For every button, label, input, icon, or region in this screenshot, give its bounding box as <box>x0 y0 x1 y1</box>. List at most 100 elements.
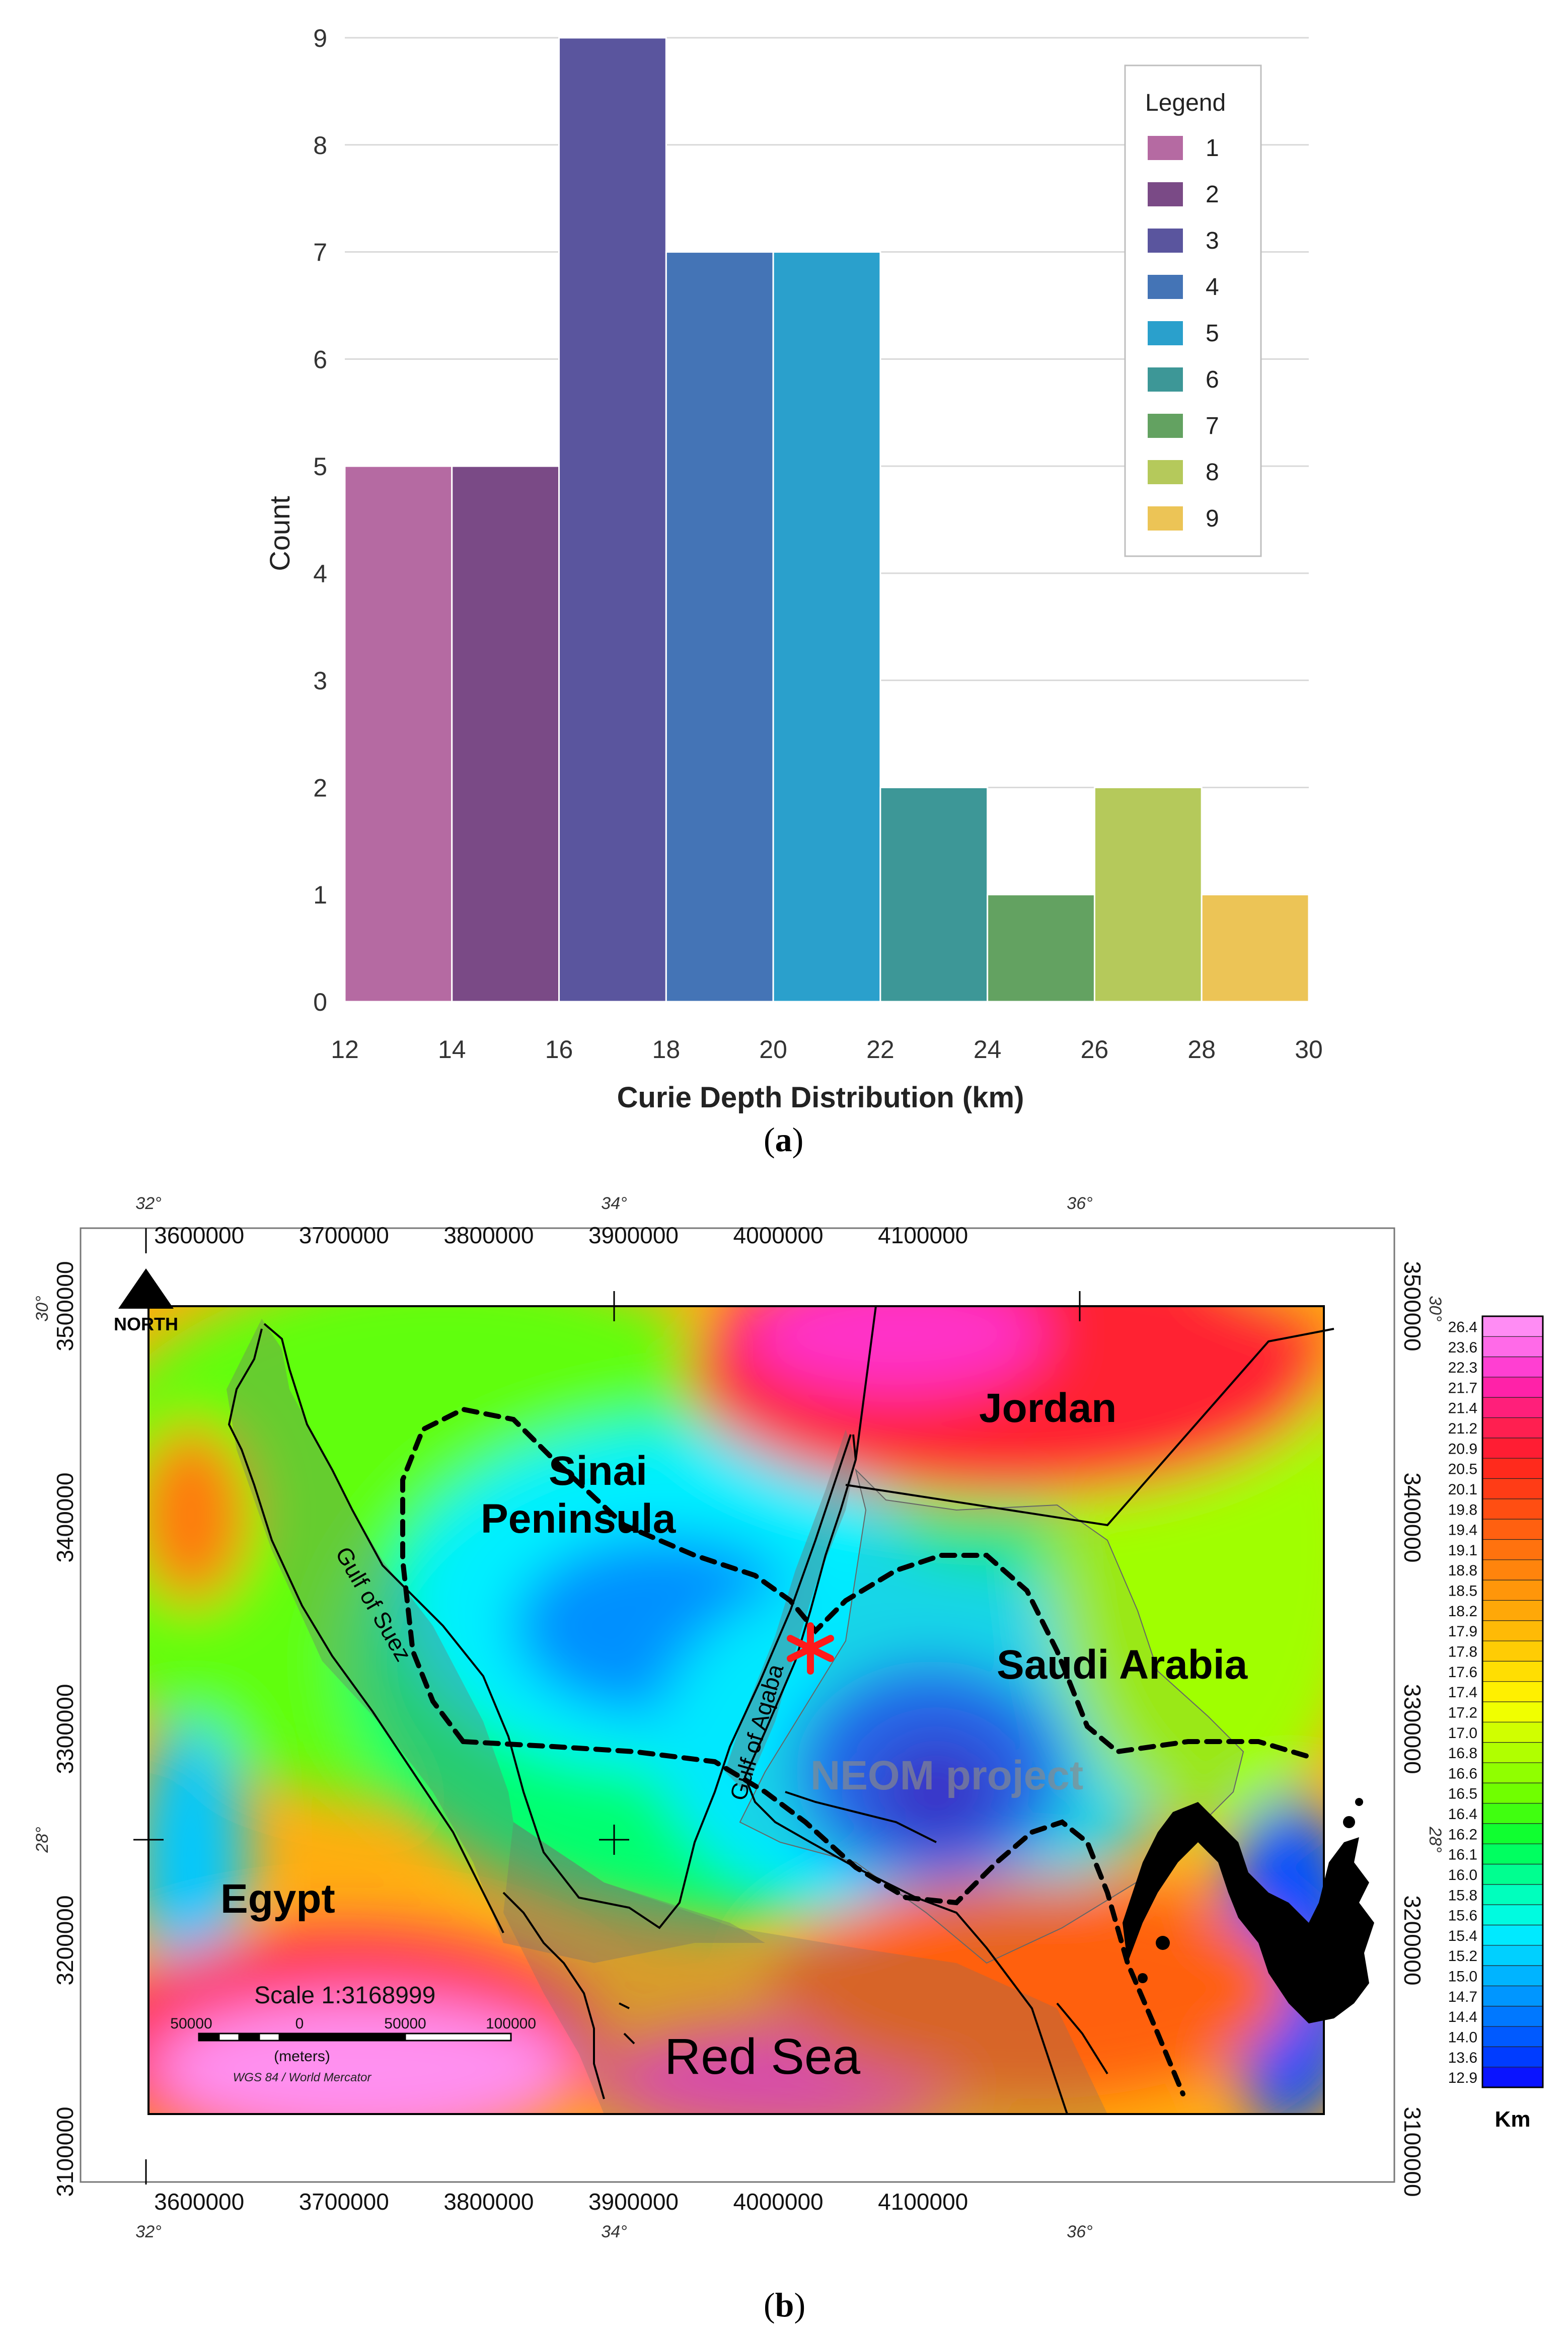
colorbar-swatch <box>1482 1417 1543 1439</box>
border-egypt-israel <box>855 1306 877 1460</box>
colorbar-label: 14.7 <box>1448 1989 1477 2005</box>
histogram-bars <box>344 37 1310 1003</box>
colorbar-swatch <box>1482 1438 1543 1459</box>
colorbar-label: 17.2 <box>1448 1704 1477 1721</box>
colorbar-swatch <box>1482 1783 1543 1804</box>
colorbar-swatch <box>1482 1864 1543 1885</box>
scale-projection: WGS 84 / World Mercator <box>233 2071 372 2084</box>
legend-swatch <box>1148 321 1183 345</box>
colorbar-label: 16.8 <box>1448 1745 1477 1762</box>
colorbar-label: 16.5 <box>1448 1786 1477 1802</box>
colorbar-label: 15.2 <box>1448 1948 1477 1965</box>
y-coordinate-label: 3100000 <box>1399 2106 1426 2197</box>
colorbar-swatch <box>1482 1925 1543 1946</box>
x-axis-label: Curie Depth Distribution (km) <box>617 1081 1024 1114</box>
legend-swatch <box>1148 460 1183 484</box>
y-tick-labels: 0 1 2 3 4 5 6 7 8 9 <box>313 24 327 1016</box>
dashed-trend-lines <box>400 1406 1311 2096</box>
colorbar-swatches <box>1482 1316 1543 2088</box>
x-coordinate-label: 4100000 <box>878 2189 968 2215</box>
map-grid-frame <box>80 1227 1395 2183</box>
y-coordinate-label: 3300000 <box>52 1684 78 1774</box>
legend-label: 7 <box>1206 413 1219 439</box>
longitude-label: 34° <box>601 1194 627 1213</box>
colorbar-label: 19.8 <box>1448 1501 1477 1518</box>
y-tick-label: 3 <box>313 667 327 695</box>
colorbar-label: 18.5 <box>1448 1583 1477 1600</box>
scale-tick-labels: 50000 0 50000 100000 <box>170 2015 536 2032</box>
colorbar-swatch <box>1482 1458 1543 1479</box>
graticule-crosses <box>133 1228 1095 2185</box>
colorbar-swatch <box>1482 1539 1543 1560</box>
label-sinai-line2: Peninsula <box>481 1496 677 1542</box>
latitude-label: 28° <box>33 1827 52 1853</box>
x-coordinate-label: 3700000 <box>299 1222 389 1248</box>
legend-swatch <box>1148 229 1183 253</box>
colorbar-swatch <box>1482 1884 1543 1905</box>
y-tick-label: 0 <box>313 988 327 1016</box>
y-coordinate-label: 3300000 <box>1399 1684 1426 1774</box>
y-coordinate-label: 3500000 <box>52 1261 78 1351</box>
colorbar-swatch <box>1482 1559 1543 1580</box>
border-jordan-saudi <box>845 1328 1334 1527</box>
colorbar-swatch <box>1482 1986 1543 2007</box>
histogram-bar <box>558 37 667 1003</box>
legend-label: 5 <box>1206 320 1219 347</box>
legend-label: 1 <box>1206 135 1219 162</box>
colorbar-swatch <box>1482 1966 1543 1986</box>
x-tick-label: 20 <box>759 1035 787 1064</box>
legend-label: 3 <box>1206 228 1219 254</box>
colorbar-swatch <box>1482 2006 1543 2027</box>
caption-letter: a <box>775 1120 792 1159</box>
colorbar-label: 21.7 <box>1448 1380 1477 1396</box>
colorbar-swatch <box>1482 1397 1543 1418</box>
legend-swatch <box>1148 506 1183 531</box>
longitude-label: 34° <box>601 2222 627 2241</box>
legend-swatch <box>1148 367 1183 392</box>
x-coordinate-labels-top: 3600000 3700000 3800000 3900000 4000000 41000… <box>154 1222 968 1248</box>
red-sea-islands <box>502 1791 1108 2099</box>
legend-label: 4 <box>1206 274 1219 300</box>
latitude-labels: 30° 30° 28° 28° <box>33 1296 1445 1853</box>
y-coordinate-label: 3400000 <box>1399 1472 1426 1562</box>
colorbar-label: 18.2 <box>1448 1603 1477 1620</box>
colorbar-label: 17.4 <box>1448 1684 1477 1701</box>
colorbar-swatch <box>1482 1316 1543 1337</box>
colorbar-swatch <box>1482 1905 1543 1925</box>
borders <box>845 1306 1334 1527</box>
coastlines <box>228 1323 1108 2114</box>
colorbar-swatch <box>1482 1661 1543 1682</box>
colorbar-label: 16.6 <box>1448 1765 1477 1782</box>
legend-label: 8 <box>1206 459 1219 486</box>
colorbar-swatch <box>1482 1377 1543 1398</box>
panel-b-caption: (b) <box>764 2285 805 2325</box>
colorbar-label: 20.1 <box>1448 1481 1477 1498</box>
latitude-label: 28° <box>1426 1826 1445 1852</box>
colorbar-swatch <box>1482 1722 1543 1743</box>
x-coordinate-label: 3900000 <box>588 1222 679 1248</box>
x-tick-label: 12 <box>331 1035 359 1064</box>
colorbar-frame <box>1481 1315 1544 2088</box>
label-jordan: Jordan <box>979 1385 1116 1431</box>
colorbar-swatch <box>1482 1641 1543 1662</box>
x-coordinate-label: 3800000 <box>443 2189 534 2215</box>
x-coordinate-label: 3900000 <box>588 2189 679 2215</box>
y-coordinate-label: 3200000 <box>52 1895 78 1985</box>
colorbar-swatch <box>1482 1803 1543 1824</box>
colorbar-label: 19.1 <box>1448 1542 1477 1559</box>
red-sea-polygon <box>503 1822 1107 2114</box>
colorbar-label: 17.0 <box>1448 1725 1477 1742</box>
colorbar-label: 15.4 <box>1448 1928 1477 1944</box>
colorbar-swatch <box>1482 1519 1543 1540</box>
x-coordinate-label: 3600000 <box>154 1222 244 1248</box>
x-tick-label: 24 <box>974 1035 1002 1064</box>
colorbar-label: 23.6 <box>1448 1339 1477 1356</box>
colorbar-label: 18.8 <box>1448 1562 1477 1579</box>
scale-units: (meters) <box>274 2048 330 2065</box>
histogram-bar <box>1201 893 1310 1003</box>
colorbar-swatch <box>1482 1681 1543 1702</box>
colorbar-label: 22.3 <box>1448 1360 1477 1376</box>
label-sinai-line1: Sinai <box>549 1448 647 1494</box>
